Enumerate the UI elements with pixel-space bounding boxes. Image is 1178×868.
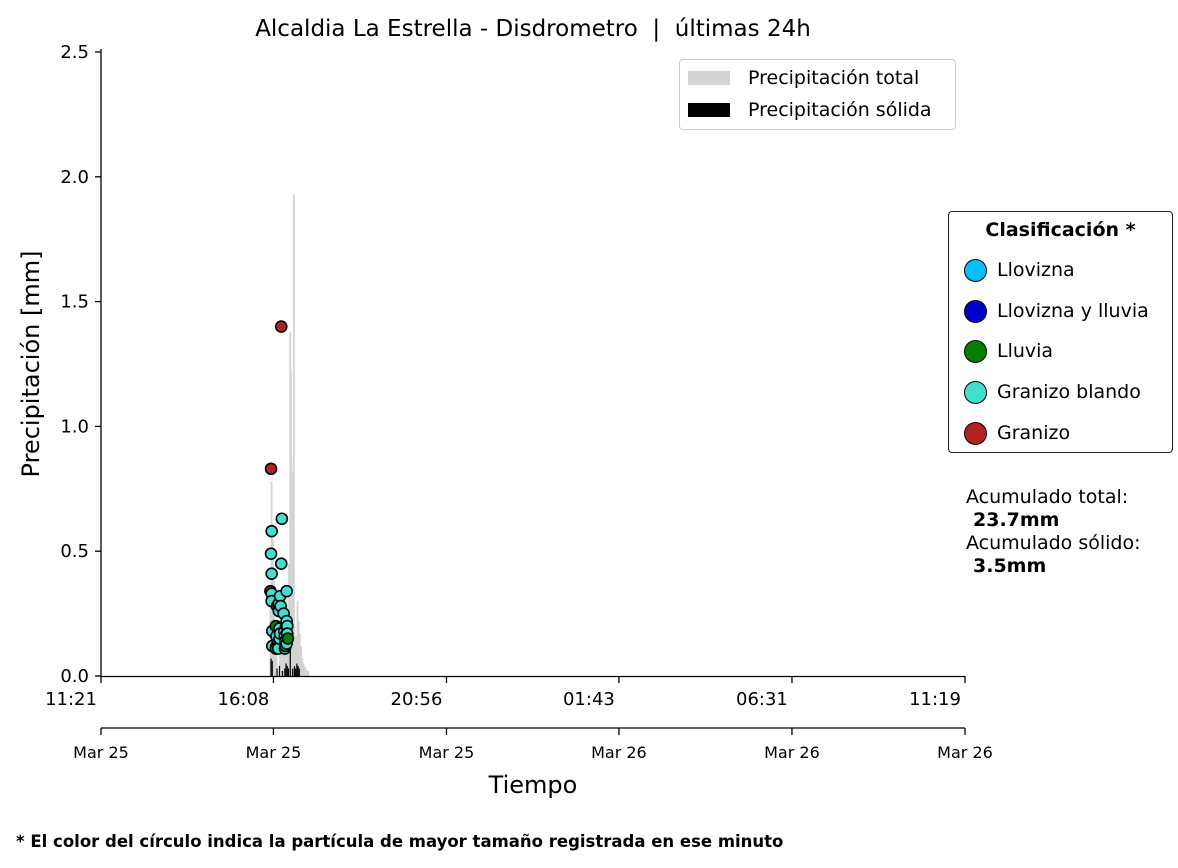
x-tick-time-label: 11:21: [45, 689, 97, 710]
solid-precip-swatch: [688, 103, 730, 117]
classification-point: [280, 584, 293, 598]
class-entry-granizo: Granizo: [964, 419, 1070, 447]
solid-precip-bar: [284, 668, 286, 676]
solid-precip-bar: [276, 668, 278, 676]
y-tick-label: 1.0: [60, 416, 89, 437]
class-label-llovizna: Llovizna: [997, 259, 1075, 281]
solid-precip-bar: [271, 661, 273, 676]
solid-precip-bar: [297, 666, 299, 676]
accum-solid-value: 3.5mm: [973, 555, 1047, 577]
total-precip-bar: [302, 663, 305, 676]
total-precip-bar: [300, 646, 302, 676]
accum-total: Acumulado total: 23.7mm: [966, 486, 1128, 532]
x-tick-time-label: 01:43: [563, 689, 615, 710]
accum-total-label: Acumulado total:: [966, 486, 1129, 508]
total-precip-bar: [296, 601, 299, 676]
chart-title: Alcaldia La Estrella - Disdrometro | últ…: [255, 16, 811, 42]
y-tick-label: 1.5: [60, 292, 89, 313]
x-tick-date-label: Mar 26: [764, 743, 820, 762]
class-label-granizo: Granizo: [997, 422, 1071, 444]
legend-entry-solid: Precipitación sólida: [688, 99, 932, 121]
total-precip-bar: [292, 194, 295, 676]
solid-precip-bar: [281, 671, 284, 676]
legend-entry-total: Precipitación total: [688, 67, 920, 89]
x-axis-label: Tiempo: [488, 771, 578, 799]
x-tick-date-label: Mar 25: [73, 743, 129, 762]
class-entry-llovizna-lluvia: Llovizna y lluvia: [964, 297, 1149, 325]
accum-solid: Acumulado sólido: 3.5mm: [966, 532, 1141, 578]
x-tick-date-label: Mar 26: [937, 743, 993, 762]
classification-legend: Clasificación * Llovizna Llovizna y lluv…: [948, 211, 1173, 453]
y-axis-label: Precipitación [mm]: [17, 251, 45, 478]
classification-point: [281, 632, 295, 645]
y-tick-label: 2.5: [60, 42, 89, 63]
solid-precip-bar: [292, 668, 294, 676]
total-precip-bar: [275, 646, 278, 676]
x-tick-date-label: Mar 26: [591, 743, 647, 762]
solid-precip-bar: [270, 658, 272, 676]
class-entry-lluvia: Lluvia: [964, 337, 1053, 365]
total-precip-bar: [280, 636, 283, 676]
x-ticks: 11:21 Mar 25 16:08 Mar 25 20:56 Mar 25 01:43 Ma…: [45, 676, 993, 762]
x-tick-time-label: 06:31: [736, 689, 788, 710]
classification-point: [275, 512, 289, 526]
class-entry-granizo-blando: Granizo blando: [964, 378, 1141, 406]
class-label-llovizna-lluvia: Llovizna y lluvia: [997, 300, 1149, 322]
solid-precip-bar: [295, 668, 297, 676]
footnote: * El color del círculo indica la partícu…: [16, 832, 784, 851]
total-precip-bar: [304, 668, 307, 676]
classification-point: [274, 320, 288, 333]
solid-precip-bar: [285, 663, 287, 676]
llovizna-lluvia-dot: [964, 299, 987, 323]
llovizna-dot: [964, 258, 987, 282]
granizo-dot: [964, 421, 987, 445]
x-tick-time-label: 16:08: [218, 689, 270, 710]
lluvia-dot: [964, 339, 987, 363]
y-tick-label: 2.0: [60, 167, 89, 188]
total-precip-bar: [307, 671, 310, 676]
y-ticks: 0.0 0.5 1.0 1.5 2.0 2.5: [60, 42, 101, 687]
solid-precip-bar: [298, 668, 300, 676]
total-precip-bar: [295, 636, 298, 676]
solid-precip-bar: [289, 638, 291, 676]
total-precip-bar: [306, 671, 308, 676]
class-label-granizo-blando: Granizo blando: [997, 381, 1141, 403]
x-tick-time-label: 11:19: [909, 689, 961, 710]
class-label-lluvia: Lluvia: [997, 340, 1054, 362]
classification-points: [264, 320, 295, 655]
classification-point: [264, 547, 278, 560]
solid-precip-bar: [278, 666, 281, 676]
total-precip-bar: [294, 646, 296, 676]
classification-point: [274, 557, 288, 570]
granizo-blando-dot: [964, 380, 987, 404]
accum-solid-label: Acumulado sólido:: [966, 532, 1141, 554]
total-precip-swatch: [688, 71, 730, 85]
precip-legend: Precipitación total Precipitación sólida: [679, 59, 956, 130]
x-tick-time-label: 20:56: [391, 689, 443, 710]
classification-point: [264, 462, 278, 476]
classification-legend-title: Clasificación *: [985, 219, 1136, 241]
classification-point: [265, 524, 278, 538]
y-tick-label: 0.5: [60, 541, 89, 562]
solid-precip-bar: [296, 663, 298, 676]
solid-precip-bars: [270, 638, 300, 676]
y-tick-label: 0.0: [60, 666, 89, 687]
total-precip-bar: [297, 621, 300, 676]
total-precip-bar: [303, 666, 306, 676]
total-precip-bar: [298, 633, 301, 676]
x-tick-date-label: Mar 25: [246, 743, 302, 762]
x-tick-date-label: Mar 25: [419, 743, 475, 762]
classification-point: [265, 567, 278, 580]
solid-precip-bar: [287, 668, 290, 676]
legend-label-solid: Precipitación sólida: [748, 99, 932, 121]
solid-precip-bar: [293, 666, 296, 676]
accum-total-value: 23.7mm: [973, 509, 1060, 531]
class-entry-llovizna: Llovizna: [964, 256, 1075, 284]
solid-precip-bar: [286, 666, 288, 676]
total-precip-bar: [301, 658, 304, 676]
legend-label-total: Precipitación total: [748, 67, 920, 89]
